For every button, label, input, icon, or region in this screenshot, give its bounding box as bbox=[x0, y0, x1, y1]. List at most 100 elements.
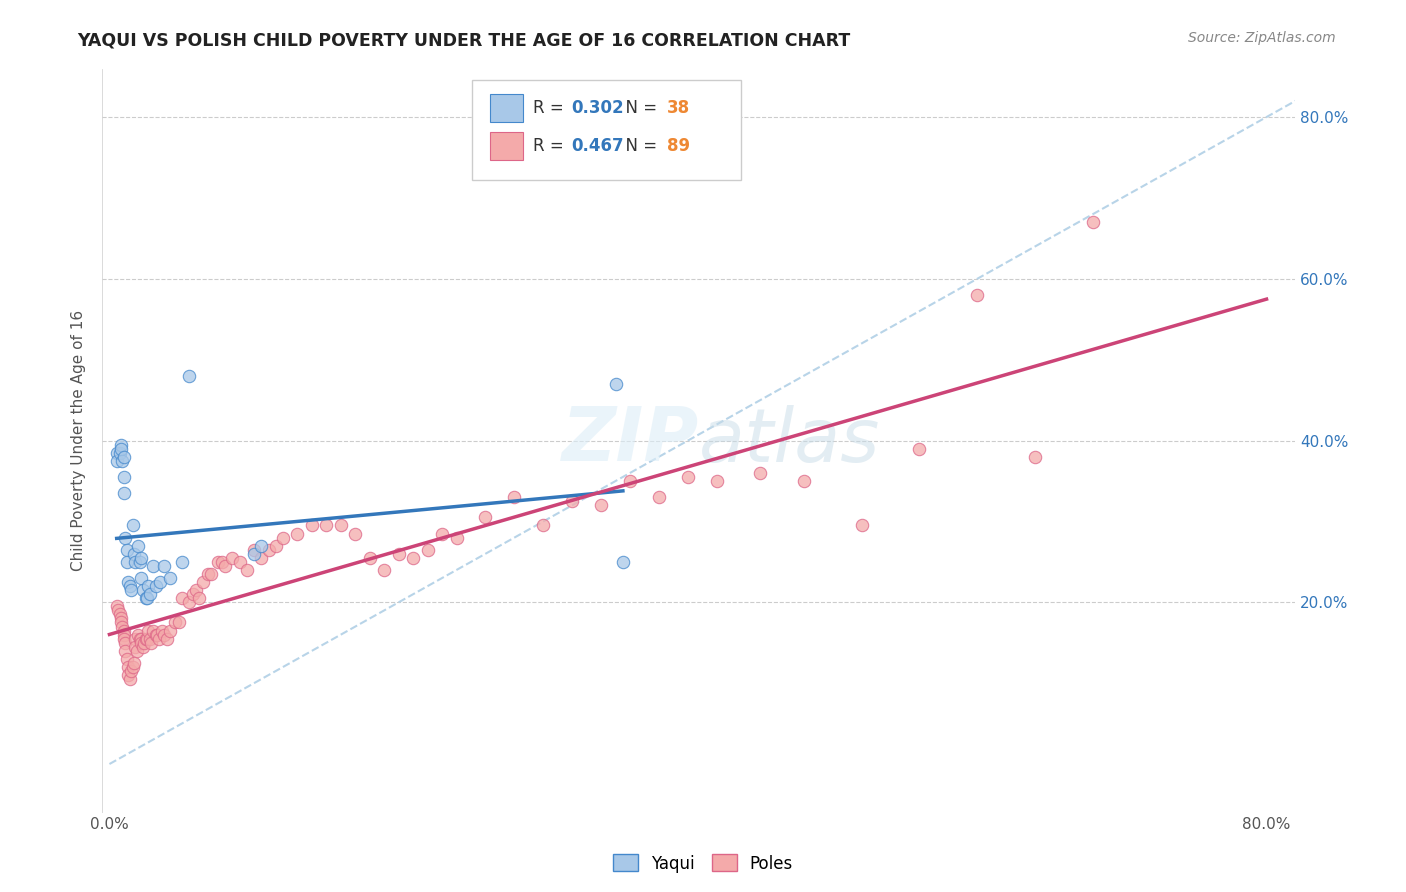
Point bbox=[474, 510, 496, 524]
Text: 0.467: 0.467 bbox=[571, 136, 624, 155]
Point bbox=[908, 442, 931, 456]
Point bbox=[793, 474, 815, 488]
Point bbox=[135, 591, 157, 606]
Point bbox=[207, 555, 229, 569]
Point bbox=[128, 555, 150, 569]
Point bbox=[111, 619, 134, 633]
Point bbox=[200, 566, 222, 581]
Point bbox=[430, 526, 453, 541]
Point bbox=[124, 555, 146, 569]
Point bbox=[271, 531, 294, 545]
Point bbox=[112, 450, 135, 464]
Point bbox=[136, 591, 159, 606]
Point bbox=[142, 624, 165, 638]
Point bbox=[388, 547, 411, 561]
Text: R =: R = bbox=[533, 99, 569, 117]
Point bbox=[605, 376, 627, 391]
Point bbox=[706, 474, 728, 488]
Point bbox=[183, 587, 205, 601]
Point bbox=[112, 632, 135, 646]
Point bbox=[301, 518, 323, 533]
Point bbox=[676, 470, 699, 484]
Point bbox=[159, 571, 181, 585]
Point bbox=[145, 579, 167, 593]
Point bbox=[170, 555, 193, 569]
Point bbox=[159, 624, 181, 638]
Point bbox=[118, 672, 141, 686]
Point bbox=[149, 575, 172, 590]
Point bbox=[243, 542, 266, 557]
Point bbox=[287, 526, 309, 541]
Point bbox=[250, 539, 273, 553]
Y-axis label: Child Poverty Under the Age of 16: Child Poverty Under the Age of 16 bbox=[72, 310, 86, 571]
Point bbox=[146, 627, 169, 641]
Point bbox=[141, 636, 163, 650]
Point bbox=[105, 445, 128, 459]
FancyBboxPatch shape bbox=[472, 79, 741, 180]
Point bbox=[129, 632, 152, 646]
Point bbox=[110, 437, 132, 451]
Point bbox=[114, 531, 136, 545]
Point bbox=[1024, 450, 1046, 464]
Point bbox=[257, 542, 280, 557]
Point bbox=[153, 558, 176, 573]
Point bbox=[250, 550, 273, 565]
Point bbox=[120, 664, 142, 678]
Point bbox=[591, 498, 613, 512]
Point bbox=[115, 555, 138, 569]
Point bbox=[1081, 215, 1104, 229]
Legend: Yaqui, Poles: Yaqui, Poles bbox=[606, 847, 800, 880]
Point bbox=[127, 539, 149, 553]
Point bbox=[129, 636, 152, 650]
Point bbox=[114, 636, 136, 650]
Point bbox=[112, 486, 135, 500]
Point bbox=[264, 539, 287, 553]
Point bbox=[344, 526, 367, 541]
Point bbox=[117, 668, 139, 682]
Point bbox=[117, 575, 139, 590]
Point bbox=[114, 644, 136, 658]
Text: Source: ZipAtlas.com: Source: ZipAtlas.com bbox=[1188, 31, 1336, 45]
Point bbox=[619, 474, 641, 488]
Point bbox=[105, 599, 128, 614]
Point bbox=[111, 454, 134, 468]
Point bbox=[177, 595, 200, 609]
Point bbox=[121, 660, 143, 674]
Point bbox=[124, 640, 146, 654]
Point bbox=[134, 636, 156, 650]
FancyBboxPatch shape bbox=[491, 132, 523, 160]
Point bbox=[110, 442, 132, 456]
Point bbox=[122, 656, 145, 670]
Point bbox=[243, 547, 266, 561]
Point bbox=[129, 550, 152, 565]
Point bbox=[125, 644, 148, 658]
Text: R =: R = bbox=[533, 136, 569, 155]
Point bbox=[416, 542, 439, 557]
Point bbox=[110, 615, 132, 630]
Point bbox=[138, 624, 160, 638]
Point bbox=[648, 490, 671, 504]
Point bbox=[214, 558, 236, 573]
Text: N =: N = bbox=[616, 99, 662, 117]
Point bbox=[329, 518, 352, 533]
Point bbox=[373, 563, 395, 577]
Point bbox=[197, 566, 219, 581]
Point bbox=[115, 542, 138, 557]
Point bbox=[145, 627, 167, 641]
Point bbox=[107, 603, 129, 617]
Point bbox=[120, 583, 142, 598]
Point bbox=[163, 615, 186, 630]
Point bbox=[127, 627, 149, 641]
Text: YAQUI VS POLISH CHILD POVERTY UNDER THE AGE OF 16 CORRELATION CHART: YAQUI VS POLISH CHILD POVERTY UNDER THE … bbox=[77, 31, 851, 49]
Point bbox=[503, 490, 526, 504]
Text: 38: 38 bbox=[666, 99, 690, 117]
FancyBboxPatch shape bbox=[491, 94, 523, 122]
Point bbox=[118, 579, 141, 593]
Point bbox=[359, 550, 381, 565]
Point bbox=[193, 575, 215, 590]
Point bbox=[188, 591, 211, 606]
Text: 89: 89 bbox=[666, 136, 690, 155]
Point bbox=[148, 632, 170, 646]
Text: ZIP: ZIP bbox=[561, 404, 699, 477]
Point bbox=[108, 445, 131, 459]
